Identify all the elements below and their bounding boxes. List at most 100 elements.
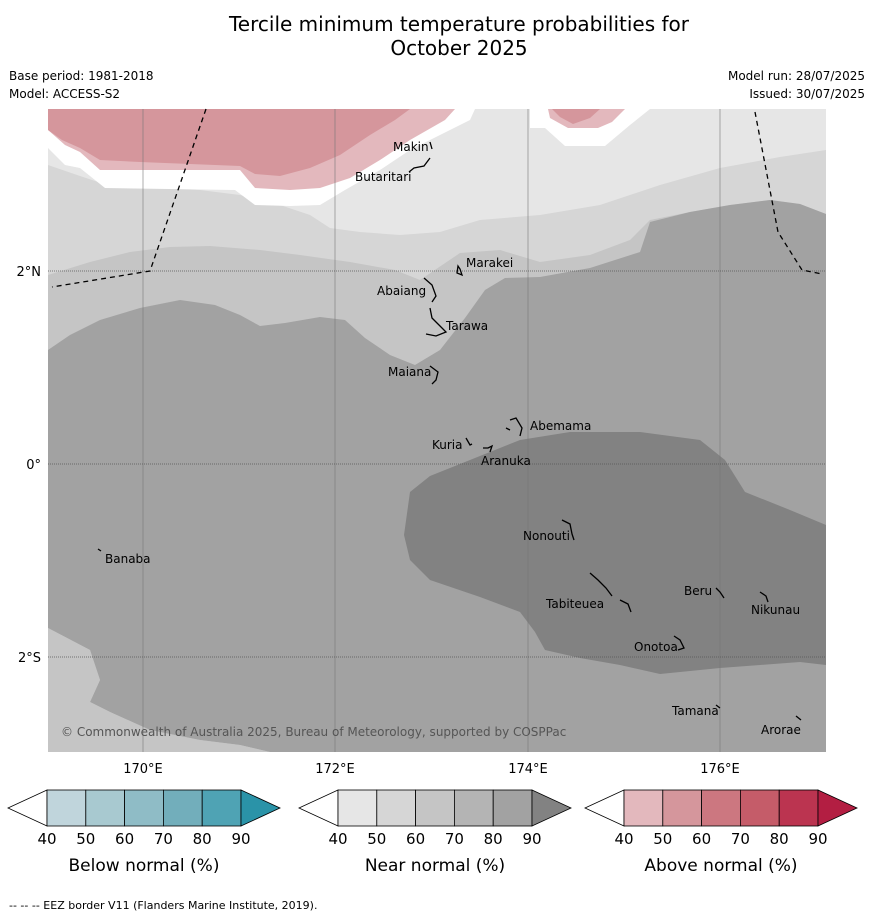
island-abemama bbox=[505, 417, 523, 437]
colorbar-below-tick: 90 bbox=[231, 830, 250, 848]
copyright-notice: © Commonwealth of Australia 2025, Bureau… bbox=[61, 725, 566, 739]
place-label-butaritari: Butaritari bbox=[355, 170, 412, 184]
island-aranuka bbox=[483, 444, 494, 453]
colorbar-near-tick: 50 bbox=[367, 830, 386, 848]
place-label-onotoa: Onotoa bbox=[634, 640, 678, 654]
colorbar-above-tick: 80 bbox=[770, 830, 789, 848]
colorbar-below-segment bbox=[85, 789, 126, 827]
island-nonouti bbox=[561, 519, 575, 541]
lon-label-172: 172°E bbox=[315, 762, 355, 777]
above-normal-60-region bbox=[48, 109, 410, 176]
place-label-tamana: Tamana bbox=[671, 704, 719, 718]
colorbar-above-low-arrow bbox=[584, 789, 625, 827]
place-label-abemama: Abemama bbox=[530, 419, 591, 433]
island-maiana bbox=[429, 365, 439, 385]
title-line-2: October 2025 bbox=[390, 36, 528, 60]
colorbar-below-low-arrow bbox=[7, 789, 48, 827]
island-beru bbox=[715, 587, 725, 599]
place-label-aranuka: Aranuka bbox=[481, 454, 531, 468]
colorbars: 40 50 60 70 80 90 Below normal (%) 40 50 60 70 80 90… bbox=[7, 789, 858, 876]
island-marakei bbox=[456, 264, 464, 277]
colorbar-above-segment bbox=[740, 789, 780, 827]
colorbar-below-label: Below normal (%) bbox=[69, 856, 220, 876]
island-kuria bbox=[465, 437, 473, 446]
lon-label-170: 170°E bbox=[123, 762, 163, 777]
lat-label-0: 0° bbox=[26, 458, 41, 473]
colorbar-above-tick: 50 bbox=[653, 830, 672, 848]
colorbar-below-high-arrow bbox=[240, 789, 281, 827]
title-line-1: Tercile minimum temperature probabilitie… bbox=[228, 12, 690, 36]
island-tarawa bbox=[425, 307, 448, 337]
place-label-abaiang: Abaiang bbox=[377, 284, 426, 298]
island-arorae bbox=[795, 715, 802, 721]
colorbar-near-tick: 90 bbox=[522, 830, 541, 848]
colorbar-above-tick: 40 bbox=[614, 830, 633, 848]
colorbar-above-segment bbox=[662, 789, 702, 827]
island-banaba bbox=[97, 548, 102, 552]
colorbar-near-segment bbox=[492, 789, 533, 827]
colorbar-below-tick: 40 bbox=[37, 830, 56, 848]
meta-right: Model run: 28/07/2025 Issued: 30/07/2025 bbox=[728, 67, 865, 103]
eez-border-west bbox=[51, 108, 207, 288]
eez-footnote: -- -- -- EEZ border V11 (Flanders Marine… bbox=[9, 899, 318, 912]
place-label-tarawa: Tarawa bbox=[445, 319, 488, 333]
lon-label-176: 176°E bbox=[700, 762, 740, 777]
colorbar-below-segment bbox=[201, 789, 242, 827]
island-outlines bbox=[97, 141, 802, 721]
model-run: Model run: 28/07/2025 bbox=[727, 69, 865, 83]
colorbar-above-high-arrow bbox=[817, 789, 858, 827]
colorbar-near-label: Near normal (%) bbox=[365, 856, 505, 876]
colorbar-near-tick: 40 bbox=[328, 830, 347, 848]
base-period: Base period: 1981-2018 bbox=[9, 69, 154, 83]
place-label-marakei: Marakei bbox=[466, 256, 513, 270]
grid-lines bbox=[48, 109, 826, 752]
colorbar-below-tick: 50 bbox=[76, 830, 95, 848]
colorbar-near-low-arrow bbox=[298, 789, 339, 827]
colorbar-near-segment bbox=[415, 789, 455, 827]
place-labels: Makin Butaritari Marakei Abaiang Tarawa … bbox=[105, 140, 801, 737]
colorbar-above-tick: 60 bbox=[692, 830, 711, 848]
colorbar-near-tick: 80 bbox=[484, 830, 503, 848]
colorbar-above-segment bbox=[701, 789, 741, 827]
model-name: Model: ACCESS-S2 bbox=[9, 87, 121, 101]
above-normal-60-region-2 bbox=[552, 109, 600, 124]
place-label-arorae: Arorae bbox=[761, 723, 801, 737]
colorbar-near-segment bbox=[376, 789, 416, 827]
colorbar-near-tick: 70 bbox=[445, 830, 464, 848]
colorbar-near-tick: 60 bbox=[406, 830, 425, 848]
colorbar-above-segment bbox=[778, 789, 819, 827]
colorbar-below-tick: 60 bbox=[115, 830, 134, 848]
island-onotoa bbox=[673, 635, 685, 651]
map-panel bbox=[48, 109, 826, 752]
meta-left: Base period: 1981-2018 Model: ACCESS-S2 bbox=[9, 67, 154, 103]
lon-tick-labels: 170°E 172°E 174°E 176°E bbox=[123, 762, 740, 777]
colorbar-below-segment bbox=[46, 789, 87, 827]
colorbar-near-segment bbox=[453, 789, 494, 827]
place-label-nikunau: Nikunau bbox=[751, 603, 800, 617]
colorbar-near-segment bbox=[337, 789, 378, 827]
issued-date: Issued: 30/07/2025 bbox=[749, 87, 865, 101]
colorbar-below-segment bbox=[162, 789, 203, 827]
colorbar-above-tick: 70 bbox=[731, 830, 750, 848]
island-tabiteuea bbox=[589, 572, 632, 613]
colorbar-near-high-arrow bbox=[531, 789, 572, 827]
place-label-banaba: Banaba bbox=[105, 552, 151, 566]
island-makin bbox=[429, 141, 433, 150]
island-abaiang bbox=[423, 277, 437, 303]
colorbar-below-tick: 70 bbox=[154, 830, 173, 848]
place-label-maiana: Maiana bbox=[388, 365, 431, 379]
island-butaritari bbox=[408, 157, 431, 173]
place-label-nonouti: Nonouti bbox=[523, 529, 570, 543]
near-normal-max-region bbox=[404, 432, 826, 674]
lat-tick-labels: 2°N 0° 2°S bbox=[17, 265, 42, 666]
colorbar-above-tick: 90 bbox=[808, 830, 827, 848]
colorbar-below-tick: 80 bbox=[193, 830, 212, 848]
map-title: Tercile minimum temperature probabilitie… bbox=[0, 12, 873, 60]
lat-label-2n: 2°N bbox=[17, 265, 42, 280]
place-label-beru: Beru bbox=[684, 584, 712, 598]
island-nikunau bbox=[759, 591, 769, 603]
eez-border-east bbox=[754, 111, 823, 275]
island-tamana bbox=[715, 704, 721, 709]
place-label-makin: Makin bbox=[393, 140, 429, 154]
